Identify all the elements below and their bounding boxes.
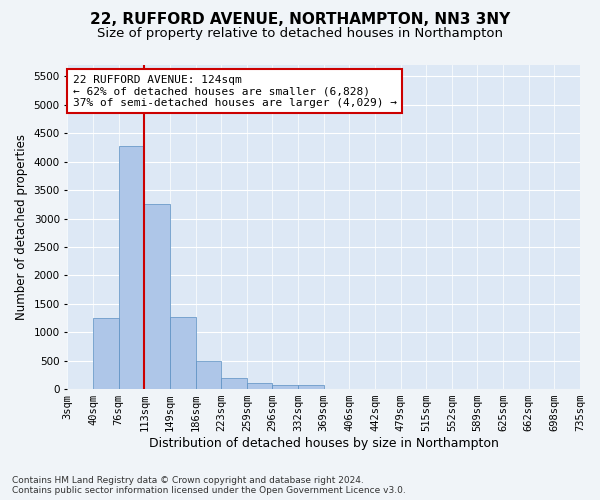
Bar — [221, 378, 247, 389]
Bar — [119, 146, 145, 389]
Bar — [145, 204, 170, 389]
Text: 22, RUFFORD AVENUE, NORTHAMPTON, NN3 3NY: 22, RUFFORD AVENUE, NORTHAMPTON, NN3 3NY — [90, 12, 510, 28]
Bar — [170, 317, 196, 389]
Bar — [93, 318, 119, 389]
Text: Size of property relative to detached houses in Northampton: Size of property relative to detached ho… — [97, 28, 503, 40]
Text: 22 RUFFORD AVENUE: 124sqm
← 62% of detached houses are smaller (6,828)
37% of se: 22 RUFFORD AVENUE: 124sqm ← 62% of detac… — [73, 74, 397, 108]
Bar — [247, 384, 272, 389]
X-axis label: Distribution of detached houses by size in Northampton: Distribution of detached houses by size … — [149, 437, 499, 450]
Bar — [272, 384, 298, 389]
Bar — [298, 385, 324, 389]
Y-axis label: Number of detached properties: Number of detached properties — [15, 134, 28, 320]
Bar — [196, 360, 221, 389]
Text: Contains HM Land Registry data © Crown copyright and database right 2024.
Contai: Contains HM Land Registry data © Crown c… — [12, 476, 406, 495]
